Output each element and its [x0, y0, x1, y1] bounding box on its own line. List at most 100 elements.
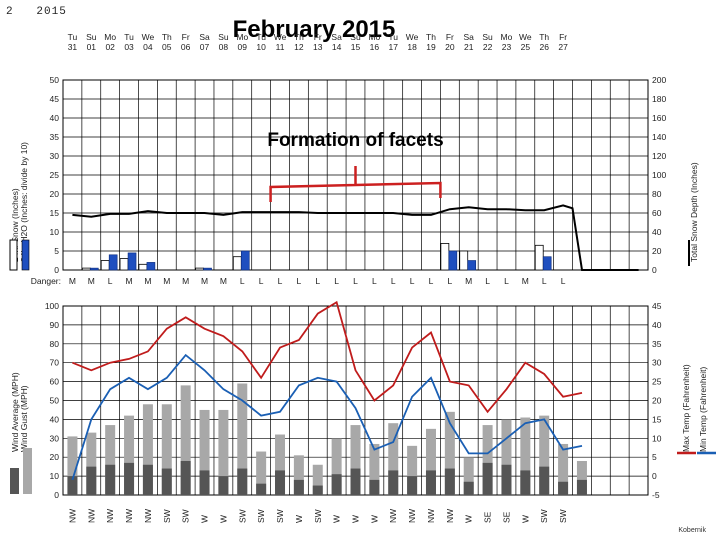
day-of-week-label: We — [142, 32, 155, 42]
legend-wind-average-swatch — [10, 468, 19, 494]
wind-direction-label: SW — [558, 509, 568, 523]
annotation-text: Formation of facets — [267, 130, 443, 151]
wind-gust-bar — [256, 451, 267, 495]
date-label: 13 — [313, 42, 323, 52]
wind-gust-bar — [539, 415, 550, 495]
wind-gust-bar — [293, 455, 304, 495]
wind-direction-label: SE — [501, 511, 511, 523]
danger-rating: L — [372, 276, 377, 286]
y-tick-label-left: 0 — [54, 265, 59, 275]
day-of-week-label: Mo — [368, 32, 380, 42]
wind-direction-label: NW — [388, 509, 398, 523]
y-tick-label-right: 200 — [652, 75, 666, 85]
danger-rating: M — [126, 276, 133, 286]
page-title: February 2015 — [232, 16, 396, 43]
y-tick-label-right: 0 — [652, 471, 657, 481]
y-tick-label-right: 35 — [652, 339, 662, 349]
snow-bar — [138, 263, 148, 271]
y-tick-label-left: 30 — [50, 151, 60, 161]
y-tick-label-right: 20 — [652, 246, 662, 256]
wind-average-bar — [369, 479, 380, 495]
wind-direction-label: SW — [237, 509, 247, 523]
wind-gust-bar — [237, 383, 248, 495]
snow-bar — [195, 267, 204, 271]
wind-average-bar — [218, 476, 229, 495]
day-of-week-label: Su — [86, 32, 97, 42]
date-label: 12 — [294, 42, 304, 52]
danger-rating: M — [88, 276, 95, 286]
date-label: 15 — [351, 42, 361, 52]
wind-average-bar — [482, 462, 493, 495]
date-label: 09 — [238, 42, 248, 52]
wind-average-bar — [539, 466, 550, 495]
danger-rating: M — [465, 276, 472, 286]
danger-rating: M — [144, 276, 151, 286]
wind-gust-bar — [463, 457, 474, 495]
day-of-week-label: Sa — [199, 32, 210, 42]
wind-gust-bar — [180, 385, 191, 495]
wind-average-bar — [444, 468, 455, 495]
wind-gust-bar — [218, 409, 229, 495]
wind-gust-bar — [576, 460, 587, 495]
y-tick-label-right: -5 — [652, 490, 660, 500]
wind-direction-label: W — [369, 515, 379, 523]
wind-direction-label: NW — [124, 509, 134, 523]
wind-average-bar — [388, 470, 399, 495]
wind-average-bar — [180, 460, 191, 495]
max-temp-line — [72, 300, 583, 414]
legend-wind-gust-swatch — [23, 448, 32, 494]
day-of-week-label: Fr — [182, 32, 190, 42]
y-tick-label-right: 15 — [652, 414, 662, 424]
wind-average-bar — [237, 468, 248, 495]
y-tick-label-right: 180 — [652, 94, 666, 104]
danger-rating: L — [315, 276, 320, 286]
wind-average-bar — [86, 466, 97, 495]
date-label: 10 — [256, 42, 266, 52]
wind-direction-label: W — [332, 515, 342, 523]
day-of-week-label: Su — [350, 32, 361, 42]
wind-direction-label: W — [520, 515, 530, 523]
h2o-bar — [90, 267, 99, 271]
danger-rating: L — [278, 276, 283, 286]
year-label: 2015 — [36, 6, 67, 18]
y-tick-label-right: 25 — [652, 377, 662, 387]
day-of-week-label: Tu — [388, 32, 398, 42]
wind-average-bar — [425, 470, 436, 495]
wind-average-bar — [331, 474, 342, 495]
y-tick-label-left: 30 — [50, 433, 60, 443]
wind-gust-bar — [558, 443, 569, 495]
wind-gust-bar — [161, 404, 172, 495]
date-label: 18 — [407, 42, 417, 52]
date-label: 23 — [502, 42, 512, 52]
y-axis-title-left: 24hr Snow (Inches) — [10, 188, 20, 262]
wind-gust-bar — [142, 404, 153, 495]
date-label: 21 — [464, 42, 474, 52]
day-of-week-label: Th — [426, 32, 436, 42]
y-tick-label-left: 35 — [50, 132, 60, 142]
wind-average-bar — [520, 470, 531, 495]
wind-average-bar — [275, 470, 286, 495]
y-axis-title-left: Wind Average (MPH) — [10, 372, 20, 452]
wind-average-bar — [124, 462, 135, 495]
y-tick-label-right: 140 — [652, 132, 666, 142]
wind-average-bar — [142, 464, 153, 495]
date-label: 16 — [370, 42, 380, 52]
wind-gust-bar — [199, 409, 210, 495]
day-of-week-label: We — [274, 32, 287, 42]
danger-rating: L — [410, 276, 415, 286]
wind-direction-label: NW — [407, 509, 417, 523]
y-tick-label-left: 25 — [50, 170, 60, 180]
day-of-week-label: Su — [218, 32, 229, 42]
wind-direction-label: SW — [275, 509, 285, 523]
y-tick-label-right: 45 — [652, 301, 662, 311]
y-tick-label-right: 80 — [652, 189, 662, 199]
wind-gust-bar — [444, 411, 455, 495]
date-label: 06 — [181, 42, 191, 52]
day-of-week-label: Fr — [314, 32, 322, 42]
danger-rating: L — [542, 276, 547, 286]
snow-bar — [459, 250, 469, 271]
y-tick-label-left: 50 — [50, 75, 60, 85]
y-axis-title-right: Min Temp (Fahrenheit) — [698, 366, 708, 452]
min-temp-line — [71, 353, 583, 481]
date-label: 19 — [426, 42, 436, 52]
